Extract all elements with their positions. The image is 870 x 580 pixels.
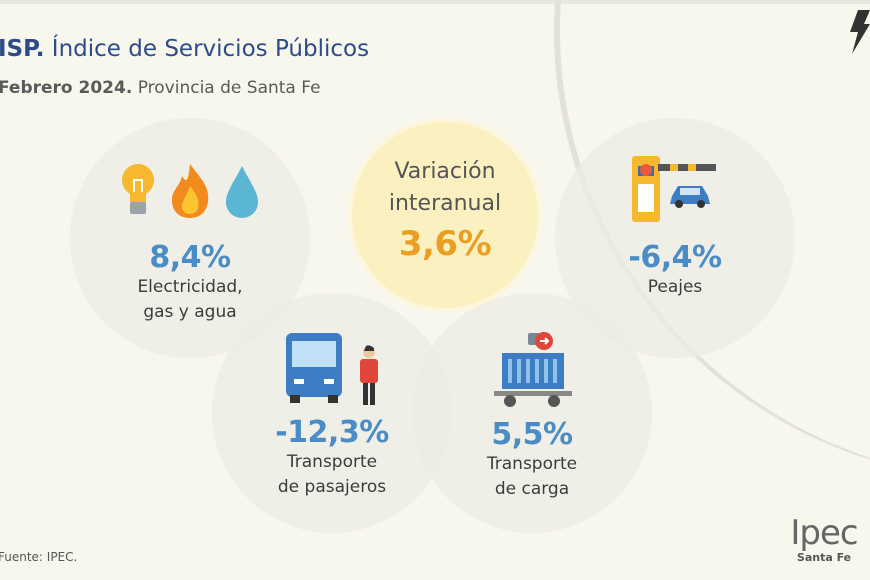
person-icon [360,345,378,405]
cargo-transport-label-line1: Transporte [486,454,578,474]
electricity-label-line2: gas y agua [143,302,237,322]
flame-icon [172,164,209,218]
page-title: ISP. Índice de Servicios Públicos [0,36,370,62]
toll-barrier-icon [632,156,716,222]
tolls-label: Peajes [647,277,703,297]
passenger-transport-label-line2: de pasajeros [277,477,387,497]
logo-main: Ipec [790,513,858,553]
bus-icon [286,333,342,403]
passenger-transport-label-line1: Transporte [286,452,378,472]
ipec-logo: Ipec Santa Fe [780,515,868,564]
lightning-bolt-icon [850,10,870,54]
center-label-line1: Variación [394,159,496,184]
center-label-line2: interanual [388,191,502,216]
tolls-value: -6,4% [628,240,722,275]
source-note: Fuente: IPEC. [0,550,78,564]
cargo-transport-value: 5,5% [491,417,573,452]
cargo-transport-circle: 5,5% Transporte de carga [412,293,652,533]
center-value: 3,6% [398,224,492,264]
car-icon [670,186,710,208]
electricity-label-line1: Electricidad, [137,277,243,297]
page-subtitle: Febrero 2024. Provincia de Santa Fe [0,78,321,98]
water-drop-icon [226,166,258,218]
passenger-transport-value: -12,3% [275,415,389,450]
logo-sub: Santa Fe [796,551,852,564]
cargo-container-icon [494,332,572,407]
cargo-transport-label-line2: de carga [494,479,570,499]
interannual-variation-circle: Variación interanual 3,6% [352,122,538,308]
top-band [0,0,870,4]
electricity-value: 8,4% [149,240,231,275]
lightbulb-icon [122,164,154,214]
